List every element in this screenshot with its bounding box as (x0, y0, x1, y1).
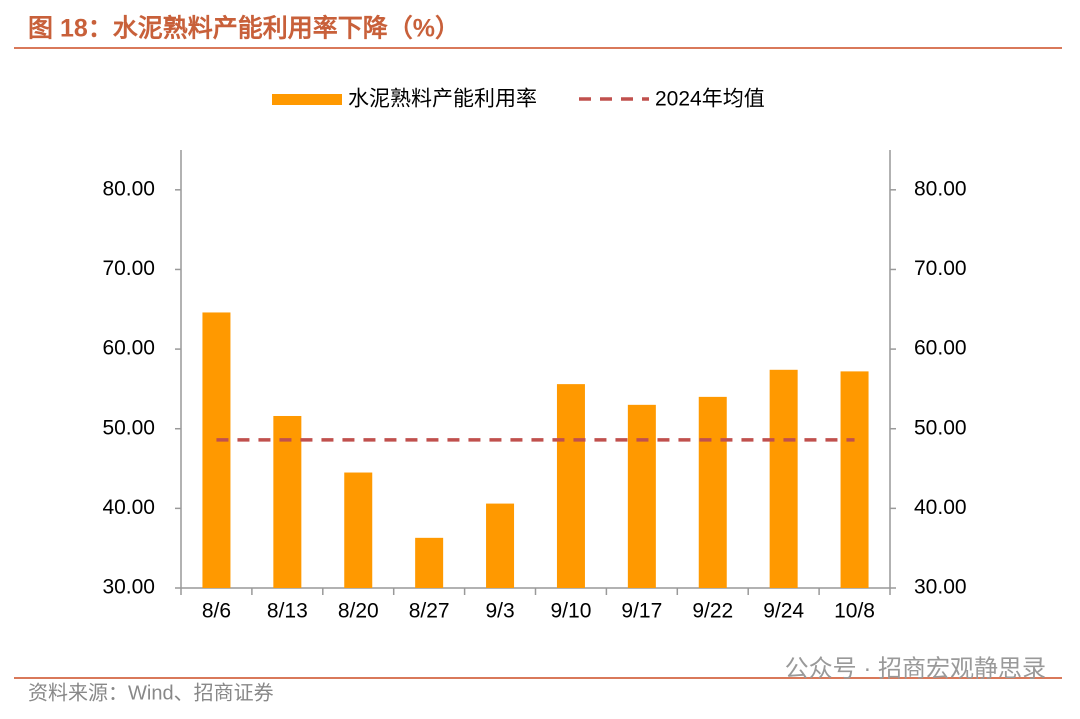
x-tick-label: 8/20 (338, 600, 379, 623)
y-tick-label: 80.00 (102, 177, 155, 200)
y2-tick-label: 70.00 (914, 257, 967, 280)
bar (273, 415, 302, 588)
x-tick-label: 9/22 (692, 600, 733, 623)
y-tick-label: 60.00 (102, 337, 155, 360)
legend-swatch (272, 94, 342, 105)
x-tick-label: 8/13 (267, 600, 308, 623)
y2-tick-label: 40.00 (914, 496, 967, 519)
x-tick-label: 9/24 (763, 600, 804, 623)
x-tick-label: 8/27 (409, 600, 450, 623)
bar (415, 537, 444, 588)
x-tick-label: 9/10 (551, 600, 592, 623)
x-tick-label: 9/17 (621, 600, 662, 623)
y2-tick-label: 50.00 (914, 416, 967, 439)
x-tick-label: 9/3 (485, 600, 514, 623)
watermark: 公众号 · 招商宏观静思录 (785, 655, 1046, 682)
y2-tick-label: 80.00 (914, 177, 967, 200)
y2-tick-label: 60.00 (914, 337, 967, 360)
x-tick-label: 8/6 (202, 600, 231, 623)
legend-label: 2024年均值 (655, 88, 765, 111)
bar (840, 371, 869, 588)
chart-title: 图 18：水泥熟料产能利用率下降（%） (28, 14, 460, 43)
legend-label: 水泥熟料产能利用率 (348, 88, 537, 111)
y-tick-label: 30.00 (102, 576, 155, 599)
bar (202, 312, 231, 588)
y-tick-label: 70.00 (102, 257, 155, 280)
y-tick-label: 40.00 (102, 496, 155, 519)
bar (698, 396, 727, 588)
y-tick-label: 50.00 (102, 416, 155, 439)
bar (486, 503, 515, 588)
bar (627, 404, 656, 588)
source-note: 资料来源：Wind、招商证券 (28, 681, 274, 704)
bar (344, 472, 373, 588)
bar (769, 369, 798, 588)
x-tick-label: 10/8 (834, 600, 875, 623)
y2-tick-label: 30.00 (914, 576, 967, 599)
bar (556, 384, 585, 588)
